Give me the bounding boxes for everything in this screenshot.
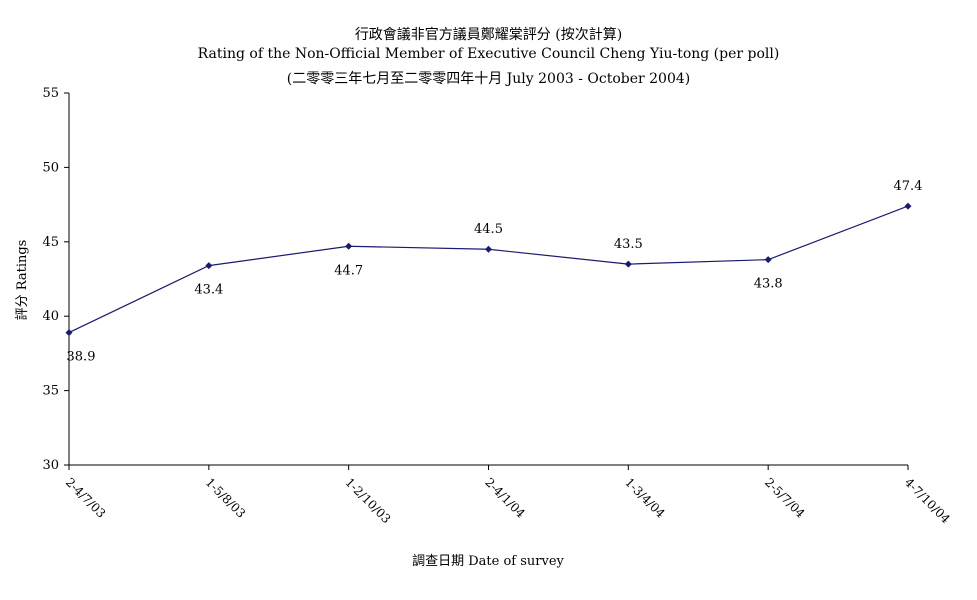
- data-label: 43.8: [754, 277, 783, 292]
- y-tick-label: 30: [42, 458, 59, 473]
- data-points: [65, 202, 912, 337]
- x-tick-label: 1-2/10/03: [343, 475, 394, 526]
- data-point-marker: [345, 242, 353, 250]
- data-point-marker: [65, 329, 73, 337]
- data-label: 43.4: [194, 283, 223, 298]
- y-tick-label: 40: [42, 309, 59, 324]
- x-tick-label: 2-4/1/04: [482, 475, 528, 521]
- data-point-marker: [764, 256, 772, 264]
- data-point-marker: [205, 262, 213, 270]
- x-tick-label: 2-5/7/04: [762, 475, 808, 521]
- data-labels: 38.9 43.4 44.7 44.5 43.5 43.8 47.4: [67, 179, 923, 364]
- data-label: 47.4: [894, 179, 923, 194]
- data-label: 44.5: [474, 222, 503, 237]
- y-tick-label: 55: [42, 86, 59, 101]
- chart-title-english: Rating of the Non-Official Member of Exe…: [197, 46, 780, 62]
- x-axis-ticks: 2-4/7/03 1-5/8/03 1-2/10/03 2-4/1/04 1-3/4/0…: [63, 465, 953, 526]
- x-tick-label: 2-4/7/03: [63, 475, 108, 520]
- x-axis-title: 調查日期 Date of survey: [412, 554, 564, 569]
- y-tick-label: 45: [42, 235, 59, 250]
- y-tick-label: 50: [42, 160, 59, 175]
- data-label: 43.5: [614, 237, 643, 252]
- data-point-marker: [624, 260, 632, 268]
- x-tick-label: 1-3/4/04: [622, 475, 668, 521]
- data-label: 44.7: [334, 263, 363, 278]
- data-point-marker: [485, 245, 492, 253]
- y-axis-ticks: 30 35 40 45 50 55: [42, 86, 69, 473]
- y-axis-title: 評分 Ratings: [15, 240, 30, 321]
- x-tick-label: 4-7/10/04: [902, 475, 953, 526]
- data-label: 38.9: [67, 350, 96, 365]
- chart-subtitle-period: (二零零三年七月至二零零四年十月 July 2003 - October 200…: [286, 71, 691, 87]
- x-tick-label: 1-5/8/03: [203, 475, 248, 520]
- y-tick-label: 35: [42, 384, 59, 399]
- chart-title-chinese: 行政會議非官方議員鄭耀棠評分 (按次計算): [354, 27, 623, 43]
- data-point-marker: [904, 202, 912, 210]
